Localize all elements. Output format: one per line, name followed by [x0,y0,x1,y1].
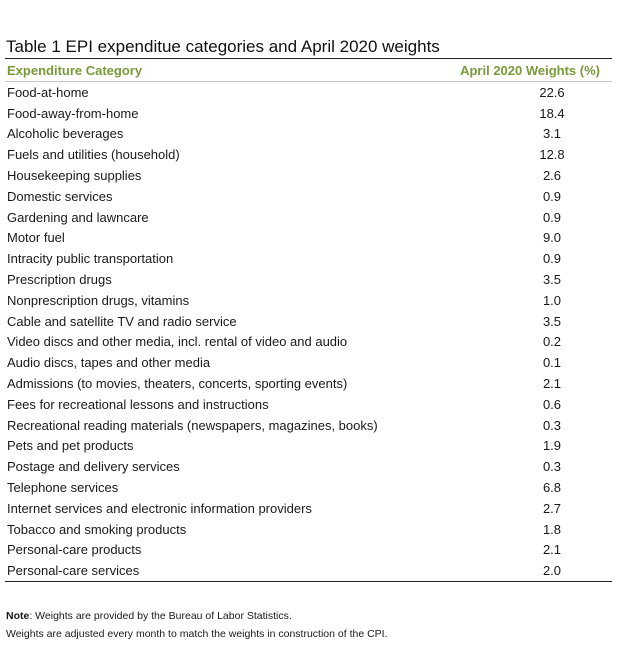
category-cell: Gardening and lawncare [7,209,149,225]
category-cell: Motor fuel [7,230,65,246]
weight-cell: 2.6 [542,168,562,184]
header-rule [5,81,612,82]
category-cell: Video discs and other media, incl. renta… [7,334,348,350]
weight-cell: 6.8 [542,480,562,496]
table-row: Prescription drugs 3.5 [5,269,612,290]
category-cell: Housekeeping supplies [7,168,142,184]
table-row: Telephone services 6.8 [5,477,612,498]
note-label: Note [6,610,30,623]
category-cell: Admissions (to movies, theaters, concert… [7,376,348,392]
weight-cell: 2.1 [542,376,562,392]
category-cell: Food-at-home [7,84,89,100]
weight-cell: 3.5 [542,272,562,288]
weight-cell: 3.1 [542,126,562,142]
category-cell: Audio discs, tapes and other media [7,355,211,371]
weight-cell: 22.6 [539,84,565,100]
weight-cell: 1.0 [542,292,562,308]
table-row: Pets and pet products 1.9 [5,436,612,457]
note-line-1: Note: Weights are provided by the Bureau… [6,607,612,625]
category-cell: Personal-care products [7,542,142,558]
category-cell: Intracity public transportation [7,251,174,267]
weight-cell: 0.3 [542,417,562,433]
table-row: Intracity public transportation 0.9 [5,248,612,269]
table-row: Fees for recreational lessons and instru… [5,394,612,415]
epi-table: Table 1 EPI expenditue categories and Ap… [5,36,612,643]
table-row: Tobacco and smoking products 1.8 [5,519,612,540]
category-cell: Fuels and utilities (household) [7,147,180,163]
weight-cell: 12.8 [539,147,565,163]
weight-cell: 3.5 [542,313,562,329]
category-cell: Personal-care services [7,563,140,579]
table-row: Nonprescription drugs, vitamins 1.0 [5,290,612,311]
table-row: Recreational reading materials (newspape… [5,415,612,436]
header-category: Expenditure Category [7,62,143,78]
top-rule [5,58,612,59]
table-row: Personal-care products 2.1 [5,540,612,561]
weight-cell: 2.1 [542,542,562,558]
table-title: Table 1 EPI expenditue categories and Ap… [6,37,440,56]
weight-cell: 2.0 [542,563,562,579]
weight-cell: 18.4 [539,105,565,121]
note-text-1: : Weights are provided by the Bureau of … [29,610,292,623]
weight-cell: 1.9 [542,438,562,454]
category-cell: Tobacco and smoking products [7,521,187,537]
category-cell: Postage and delivery services [7,459,180,475]
table-header: Expenditure Category April 2020 Weights … [5,59,612,81]
table-row: Personal-care services 2.0 [5,560,612,581]
table-row: Motor fuel 9.0 [5,228,612,249]
table-row: Cable and satellite TV and radio service… [5,311,612,332]
table-row: Domestic services 0.9 [5,186,612,207]
table-row: Postage and delivery services 0.3 [5,456,612,477]
weight-cell: 0.6 [542,396,562,412]
table-row: Food-away-from-home 18.4 [5,103,612,124]
weight-cell: 9.0 [542,230,562,246]
weight-cell: 1.8 [542,521,562,537]
table-row: Food-at-home 22.6 [5,82,612,103]
category-cell: Internet services and electronic informa… [7,500,312,516]
category-cell: Food-away-from-home [7,105,139,121]
weight-cell: 0.9 [542,188,562,204]
category-cell: Alcoholic beverages [7,126,124,142]
table-notes: Note: Weights are provided by the Bureau… [5,607,612,643]
weight-cell: 0.3 [542,459,562,475]
category-cell: Prescription drugs [7,272,112,288]
category-cell: Fees for recreational lessons and instru… [7,396,269,412]
header-weights: April 2020 Weights (%) [460,62,600,78]
table-row: Admissions (to movies, theaters, concert… [5,373,612,394]
weight-cell: 0.9 [542,251,562,267]
table-row: Gardening and lawncare 0.9 [5,207,612,228]
category-cell: Cable and satellite TV and radio service [7,313,237,329]
table-row: Alcoholic beverages 3.1 [5,124,612,145]
bottom-rule [5,581,612,583]
category-cell: Pets and pet products [7,438,134,454]
category-cell: Domestic services [7,188,113,204]
weight-cell: 0.1 [542,355,562,371]
table-row: Fuels and utilities (household) 12.8 [5,144,612,165]
table-row: Internet services and electronic informa… [5,498,612,519]
note-line-2: Weights are adjusted every month to matc… [6,628,388,641]
table-row: Audio discs, tapes and other media 0.1 [5,352,612,373]
table-body: Food-at-home 22.6 Food-away-from-home 18.4 A… [5,82,612,581]
category-cell: Recreational reading materials (newspape… [7,417,378,433]
category-cell: Nonprescription drugs, vitamins [7,292,190,308]
weight-cell: 2.7 [542,500,562,516]
table-row: Housekeeping supplies 2.6 [5,165,612,186]
category-cell: Telephone services [7,480,119,496]
table-row: Video discs and other media, incl. renta… [5,332,612,353]
weight-cell: 0.9 [542,209,562,225]
weight-cell: 0.2 [542,334,562,350]
